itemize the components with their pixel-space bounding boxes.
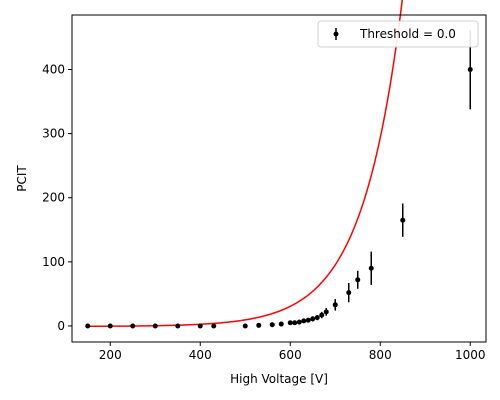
data-point xyxy=(467,67,473,72)
x-axis-label: High Voltage [V] xyxy=(230,372,328,386)
x-tick-label: 400 xyxy=(189,348,212,362)
x-axis: 200 400 600 800 1000 xyxy=(99,342,486,362)
y-tick-label: 0 xyxy=(57,319,65,333)
data-point xyxy=(301,318,307,324)
data-point xyxy=(400,217,406,223)
data-points-group xyxy=(85,29,473,329)
legend-box xyxy=(317,20,479,48)
data-point xyxy=(296,319,302,325)
data-point xyxy=(346,290,352,296)
data-point xyxy=(292,320,298,326)
data-point xyxy=(287,320,293,326)
y-tick-label: 300 xyxy=(42,127,65,141)
x-tick-label: 200 xyxy=(99,348,122,362)
y-tick-label: 400 xyxy=(42,63,65,77)
data-point xyxy=(152,323,158,329)
data-point xyxy=(355,277,361,283)
plot-frame xyxy=(71,14,487,343)
fit-curve-group xyxy=(87,0,404,328)
y-axis: 0 100 200 300 400 xyxy=(42,63,72,333)
legend: Threshold = 0.0 xyxy=(317,20,479,48)
data-point xyxy=(175,323,181,329)
data-point xyxy=(211,323,217,329)
data-point xyxy=(332,302,338,308)
data-point xyxy=(242,323,248,329)
data-point xyxy=(319,312,325,318)
y-tick-label: 100 xyxy=(42,255,65,269)
x-tick-label: 800 xyxy=(369,348,392,362)
data-point xyxy=(107,323,113,329)
legend-label: Threshold = 0.0 xyxy=(359,27,456,41)
data-point xyxy=(85,323,91,329)
data-point xyxy=(310,316,316,322)
data-point xyxy=(278,321,284,327)
data-point xyxy=(269,322,275,328)
data-point xyxy=(130,323,136,329)
data-point xyxy=(323,309,329,315)
y-axis-label: PCIT xyxy=(15,165,29,192)
x-tick-label: 600 xyxy=(279,348,302,362)
legend-point-marker xyxy=(333,31,339,37)
data-point xyxy=(197,323,203,329)
fit-curve xyxy=(87,0,404,328)
data-point xyxy=(256,322,262,328)
y-tick-label: 200 xyxy=(42,191,65,205)
data-point xyxy=(305,317,311,323)
x-tick-label: 1000 xyxy=(455,348,486,362)
data-point xyxy=(368,265,374,271)
data-point xyxy=(314,315,320,321)
